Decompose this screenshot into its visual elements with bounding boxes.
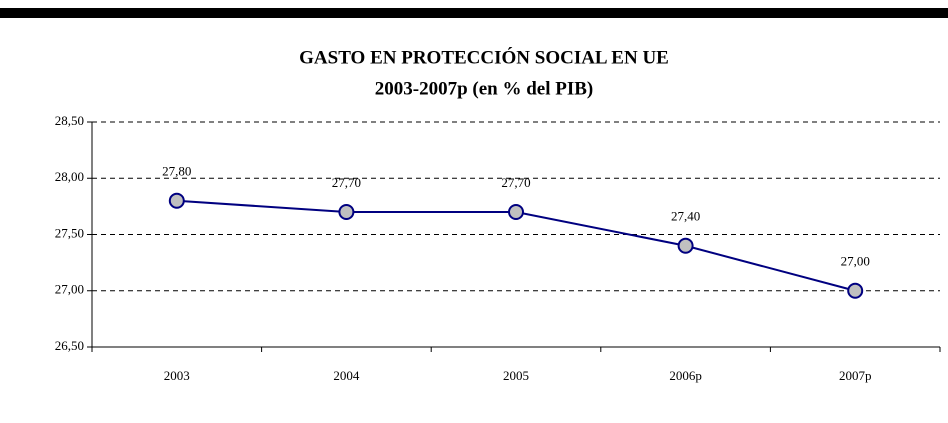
x-tick-label: 2007p — [839, 368, 872, 383]
chart-title: GASTO EN PROTECCIÓN SOCIAL EN UE — [299, 46, 669, 68]
y-tick-label: 27,00 — [55, 282, 84, 297]
x-tick-label: 2004 — [333, 368, 360, 383]
x-tick-label: 2005 — [503, 368, 529, 383]
x-tick-label: 2006p — [669, 368, 702, 383]
x-tick-label: 2003 — [164, 368, 190, 383]
y-tick-label: 26,50 — [55, 338, 84, 353]
value-label: 27,00 — [841, 254, 870, 269]
marker — [338, 204, 355, 220]
value-label: 27,40 — [671, 209, 700, 224]
y-tick-label: 28,50 — [55, 113, 84, 128]
chart-subtitle: 2003-2007p (en % del PIB) — [375, 78, 594, 99]
value-label: 27,80 — [162, 164, 191, 179]
marker — [168, 192, 185, 209]
value-label: 27,70 — [332, 175, 361, 190]
value-label: 27,70 — [501, 175, 530, 190]
y-tick-label: 28,00 — [55, 169, 84, 184]
marker — [847, 282, 864, 299]
y-tick-label: 27,50 — [55, 225, 84, 240]
marker — [677, 237, 694, 254]
marker — [508, 204, 524, 220]
top-bar — [0, 8, 948, 18]
